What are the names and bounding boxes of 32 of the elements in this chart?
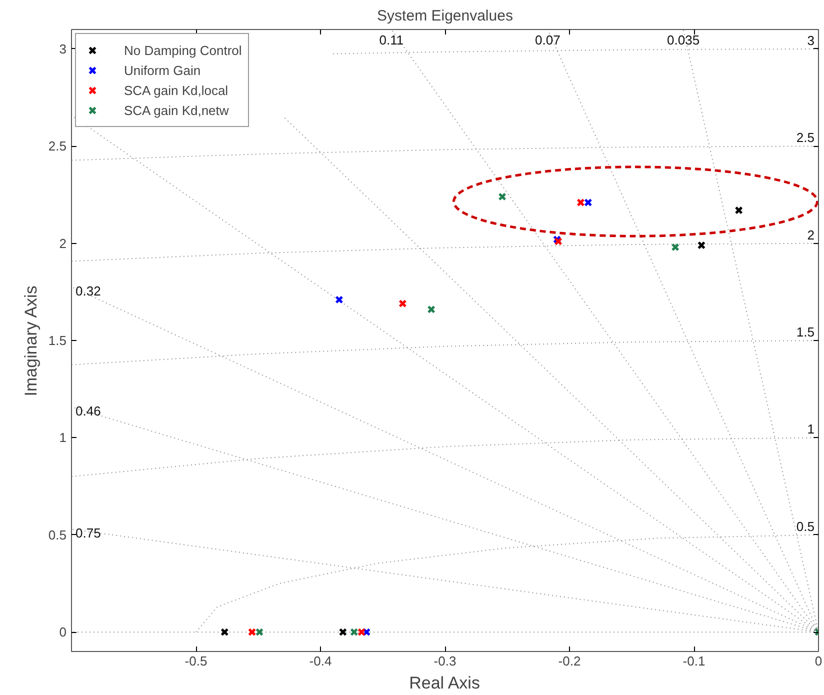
y-tick-label: 1 (59, 430, 67, 446)
y-tick-label: 0 (59, 624, 67, 640)
x-tick-label: -0.1 (682, 654, 706, 668)
annotation: 0.75 (76, 526, 101, 541)
x-axis-title: Real Axis (409, 674, 480, 692)
y-tick-label: 2 (59, 236, 67, 251)
y-tick-label: 3 (59, 41, 67, 56)
x-tick-label: -0.3 (434, 654, 456, 668)
annotation: 0.07 (535, 32, 560, 48)
legend-label: No Damping Control (124, 42, 242, 58)
annotation: 0.5 (796, 518, 815, 534)
annotation: 0.11 (379, 32, 404, 48)
y-tick-label: 2.5 (48, 138, 67, 154)
annotation: 2.5 (796, 130, 815, 146)
annotation: 1.5 (796, 324, 815, 340)
x-tick-label: -0.4 (309, 654, 332, 668)
chart-title: System Eigenvalues (377, 8, 513, 24)
y-tick-label: 1.5 (48, 333, 67, 348)
x-tick-label: 0 (814, 654, 822, 668)
annotation: 0.32 (76, 283, 101, 298)
x-tick-label: -0.2 (558, 654, 581, 668)
y-axis-title: Imaginary Axis (21, 286, 40, 396)
x-tick-label: -0.5 (184, 654, 208, 668)
annotation: 0.46 (76, 403, 101, 418)
annotation: 1 (807, 422, 815, 437)
annotation: 0.035 (667, 32, 700, 48)
y-tick-label: 0.5 (48, 527, 67, 542)
legend-label: SCA gain Kd,netw (124, 102, 229, 118)
legend-label: SCA gain Kd,local (124, 82, 228, 98)
annotation: 3 (807, 32, 815, 48)
annotation: 2 (807, 227, 815, 242)
legend-label: Uniform Gain (124, 62, 201, 78)
